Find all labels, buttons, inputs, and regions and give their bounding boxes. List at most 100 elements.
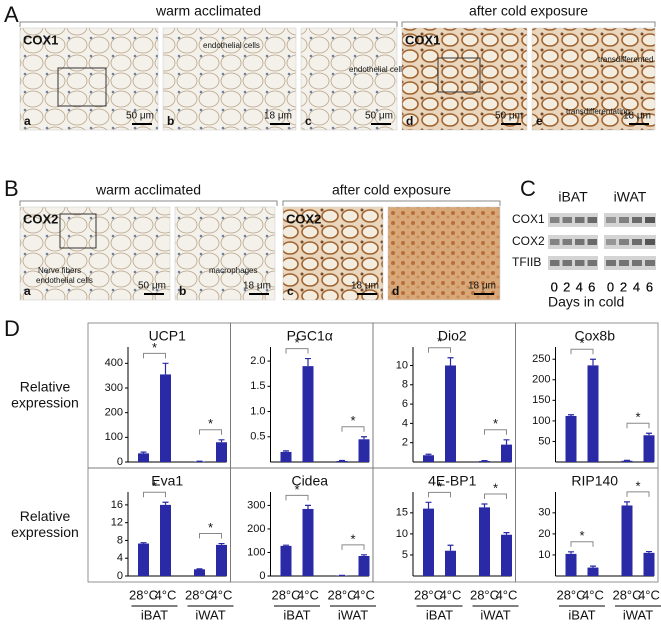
bar	[138, 543, 149, 576]
stain-label: COX1	[405, 32, 440, 47]
blot-band	[550, 260, 560, 266]
image-tag: b	[167, 114, 174, 128]
lane-label: 2	[620, 279, 627, 294]
image-tag: a	[24, 284, 31, 298]
y-tick-label: 8	[117, 534, 123, 546]
bracket	[199, 533, 222, 539]
blot-band	[645, 239, 655, 245]
stain-label: COX1	[23, 32, 58, 47]
significance-star: *	[493, 480, 498, 495]
significance-star: *	[208, 416, 213, 431]
error-bar	[447, 544, 454, 551]
y-tick-label: 2.0	[250, 355, 265, 367]
x-tick-label: 28°C	[470, 587, 499, 602]
significance-star: *	[152, 340, 157, 355]
blot-band	[550, 239, 560, 245]
chart-title: 4E-BP1	[428, 473, 476, 489]
bracket	[282, 200, 501, 206]
scale-label: 18 μm	[623, 111, 651, 122]
bracket	[19, 200, 278, 206]
scale-label: 50 μm	[495, 111, 523, 122]
bracket	[19, 21, 398, 27]
lane-label: 4	[576, 279, 583, 294]
y-tick-label: 5	[402, 549, 408, 561]
blot-band	[575, 217, 585, 223]
bar	[445, 365, 456, 462]
bracket	[428, 347, 451, 353]
protein-label: COX2	[512, 234, 545, 248]
error-bar	[162, 501, 169, 505]
significance-star: *	[294, 482, 299, 497]
group-label: after cold exposure	[332, 182, 451, 198]
error-bar	[339, 459, 345, 462]
lane-label: 2	[563, 279, 570, 294]
scale-label: 50 μm	[138, 281, 166, 292]
significance-star: *	[437, 479, 442, 494]
group-label: iWAT	[480, 607, 510, 622]
blot-band	[632, 260, 642, 266]
bar	[479, 507, 490, 576]
group-label: iWAT	[195, 607, 225, 622]
significance-star: *	[635, 410, 640, 425]
annotation: endothelial cells	[36, 276, 93, 285]
panel-letter: D	[4, 316, 20, 341]
group-label: iBAT	[141, 607, 168, 622]
error-bar	[140, 451, 147, 454]
y-tick-label: 100	[532, 415, 550, 427]
scale-label: 18 μm	[264, 111, 292, 122]
micrograph	[282, 206, 384, 301]
image-tag: c	[305, 114, 312, 128]
x-tick-label: 4°C	[440, 587, 462, 602]
blot-strip	[548, 256, 598, 270]
lane-label: 4	[633, 279, 640, 294]
bar	[216, 544, 227, 576]
chart-frame	[87, 322, 231, 469]
bar	[194, 569, 205, 576]
lane-label: 0	[607, 279, 614, 294]
tissue-label: iBAT	[558, 189, 588, 205]
blot-band	[575, 239, 585, 245]
y-tick-label: 0	[117, 570, 123, 582]
chart-title: UCP1	[149, 328, 187, 344]
bar	[160, 374, 171, 462]
micrograph	[531, 27, 656, 131]
y-axis-label: Relative expression	[11, 378, 79, 410]
y-tick-label: 100	[105, 431, 123, 443]
error-bar	[361, 554, 367, 556]
y-tick-label: 0	[117, 456, 123, 468]
y-tick-label: 20	[538, 528, 550, 540]
y-tick-label: 4	[402, 417, 408, 429]
blot-band	[645, 217, 655, 223]
error-bar	[218, 542, 225, 545]
lane-label: 0	[607, 279, 614, 294]
x-tick-label: 4°C	[211, 587, 233, 602]
x-tick-label: 4°C	[496, 587, 518, 602]
scale-label: 18 μm	[243, 281, 271, 292]
panel-letter: C	[520, 176, 536, 201]
lane-label: 2	[620, 279, 627, 294]
bar	[423, 455, 434, 462]
bracket	[341, 426, 365, 432]
y-tick-label: 200	[247, 523, 265, 535]
panel-letter: B	[4, 176, 19, 201]
bar	[621, 460, 633, 462]
significance-star: *	[579, 336, 584, 351]
bracket	[285, 494, 309, 501]
x-tick-label: 4°C	[582, 587, 604, 602]
y-tick-label: 12	[111, 517, 123, 529]
group-label: warm acclimated	[95, 182, 201, 198]
micrograph	[19, 27, 159, 131]
lane-label: 6	[646, 279, 653, 294]
lane-label: 4	[576, 279, 583, 294]
group-label: iBAT	[568, 607, 595, 622]
x-axis-label: Days in cold	[548, 294, 624, 310]
blot-band	[587, 217, 597, 223]
blot-band	[619, 217, 629, 223]
error-bar	[218, 439, 225, 443]
bar	[587, 567, 599, 576]
y-tick-label: 200	[532, 374, 550, 386]
y-tick-label: 1.0	[250, 405, 265, 417]
y-axis-label-line: Relative	[20, 378, 71, 394]
x-tick-label: 4°C	[353, 587, 375, 602]
x-tick-label: 28°C	[556, 587, 585, 602]
